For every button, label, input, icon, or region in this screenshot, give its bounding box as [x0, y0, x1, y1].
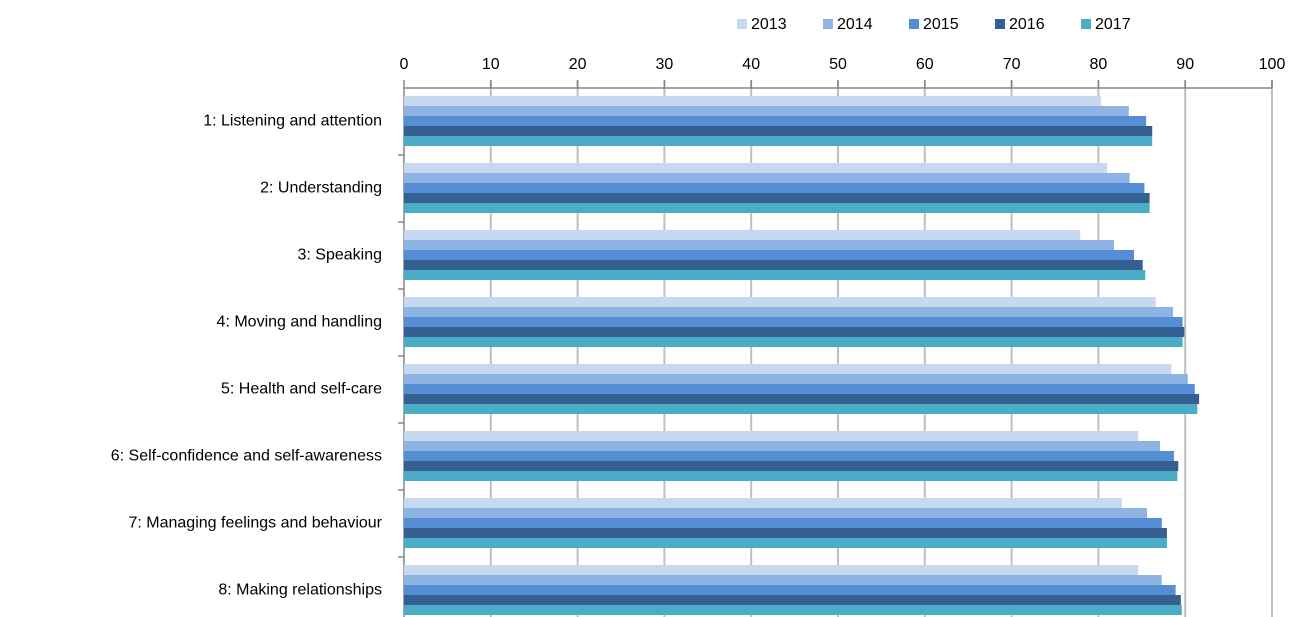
bar [404, 240, 1115, 250]
legend-label: 2017 [1095, 16, 1131, 33]
x-tick-label: 90 [1176, 56, 1194, 73]
legend-label: 2016 [1009, 16, 1045, 33]
bar [404, 203, 1150, 213]
bar [404, 327, 1185, 337]
bar [404, 575, 1162, 585]
bar [404, 106, 1129, 116]
bar [404, 250, 1134, 260]
bar [404, 595, 1181, 605]
bar [404, 461, 1179, 471]
bar [404, 471, 1178, 481]
bar [404, 585, 1176, 595]
x-tick-label: 10 [482, 56, 500, 73]
y-tick-label: 2: Understanding [260, 180, 382, 197]
bar [404, 498, 1122, 508]
y-tick-label: 8: Making relationships [218, 582, 382, 599]
bar [404, 384, 1195, 394]
bar [404, 183, 1145, 193]
bar [404, 528, 1167, 538]
bar [404, 337, 1183, 347]
bar [404, 374, 1188, 384]
bar [404, 565, 1139, 575]
bar [404, 270, 1146, 280]
bar [404, 451, 1174, 461]
bar [404, 260, 1143, 270]
legend-swatch [995, 19, 1005, 29]
bar [404, 317, 1183, 327]
legend-swatch [737, 19, 747, 29]
bar [404, 441, 1161, 451]
x-tick-label: 0 [400, 56, 409, 73]
x-tick-label: 40 [742, 56, 760, 73]
legend-swatch [909, 19, 919, 29]
x-tick-label: 70 [1003, 56, 1021, 73]
bar [404, 116, 1147, 126]
y-tick-label: 1: Listening and attention [203, 113, 382, 130]
x-tick-label: 50 [829, 56, 847, 73]
legend-label: 2013 [751, 16, 787, 33]
bar [404, 230, 1081, 240]
bar [404, 364, 1172, 374]
bar [404, 126, 1153, 136]
bar [404, 307, 1174, 317]
bar [404, 605, 1182, 615]
legend-swatch [1081, 19, 1091, 29]
bar [404, 163, 1108, 173]
legend-label: 2015 [923, 16, 959, 33]
legend-label: 2014 [837, 16, 873, 33]
y-tick-label: 6: Self-confidence and self-awareness [111, 448, 382, 465]
x-tick-label: 60 [916, 56, 934, 73]
bar [404, 508, 1148, 518]
bar [404, 394, 1200, 404]
bar [404, 96, 1102, 106]
bar [404, 431, 1139, 441]
bar [404, 136, 1153, 146]
bar [404, 538, 1167, 548]
legend-swatch [823, 19, 833, 29]
y-tick-label: 7: Managing feelings and behaviour [128, 515, 382, 532]
x-tick-label: 20 [569, 56, 587, 73]
bar [404, 297, 1156, 307]
x-tick-label: 100 [1259, 56, 1286, 73]
bar [404, 173, 1130, 183]
y-tick-label: 5: Health and self-care [221, 381, 382, 398]
bar [404, 404, 1198, 414]
bar [404, 518, 1162, 528]
bar [404, 193, 1150, 203]
y-tick-label: 4: Moving and handling [217, 314, 382, 331]
x-tick-label: 30 [656, 56, 674, 73]
y-tick-label: 3: Speaking [297, 247, 382, 264]
x-tick-label: 80 [1090, 56, 1108, 73]
